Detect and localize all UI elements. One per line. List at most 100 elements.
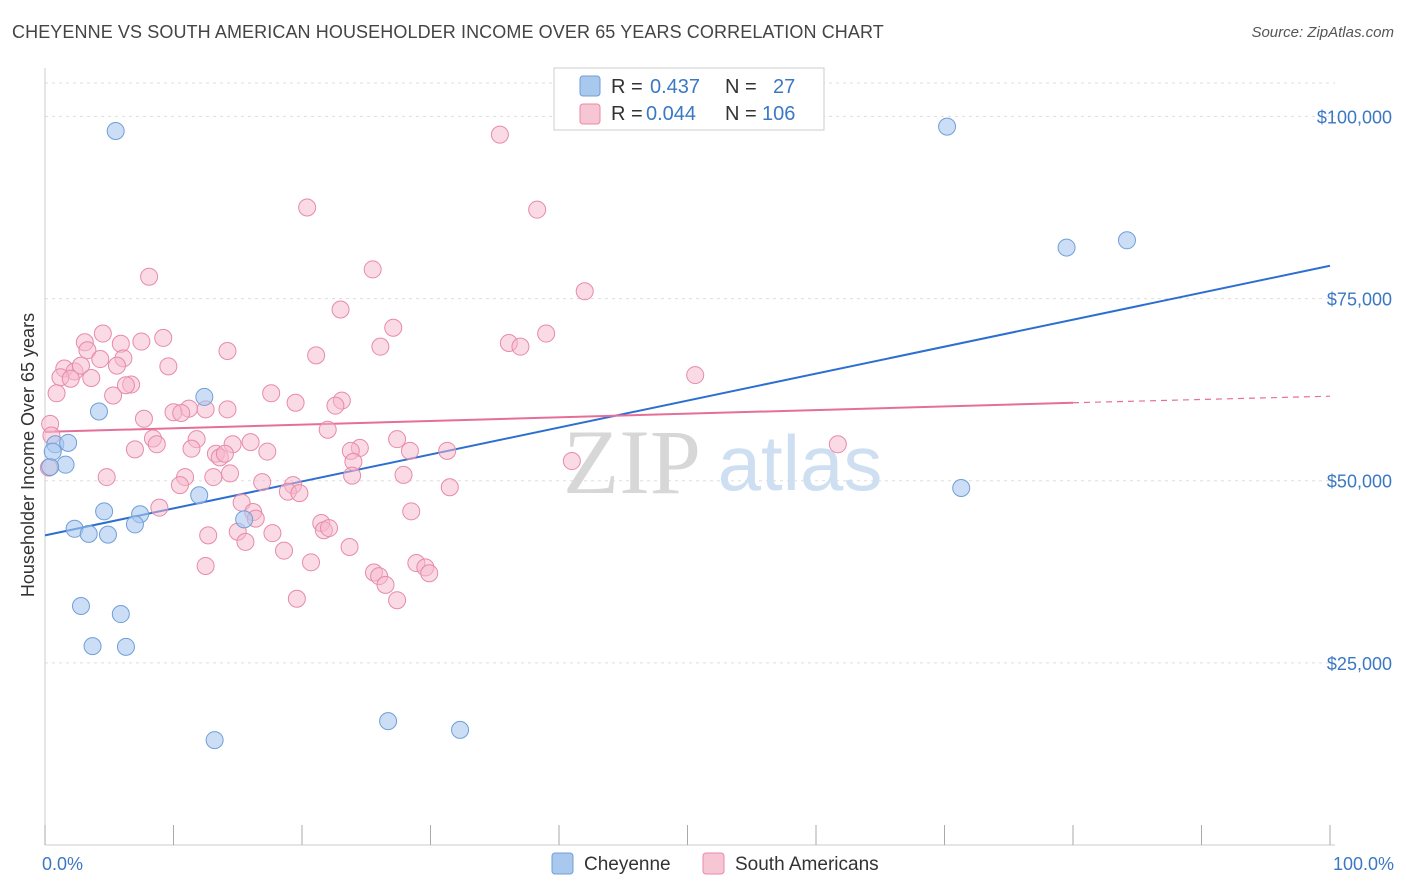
- south-americans-point: [400, 441, 419, 460]
- south-americans-point: [290, 484, 309, 503]
- south-americans-point: [828, 435, 847, 454]
- south-americans-point: [116, 376, 135, 395]
- y-tick-label: $100,000: [1317, 107, 1392, 127]
- bottom-legend-south-swatch: [702, 852, 725, 875]
- south-americans-point: [91, 350, 110, 369]
- south-americans-point: [204, 468, 223, 487]
- south-americans-point: [537, 324, 556, 343]
- south-americans-point: [221, 464, 240, 483]
- south-americans-point: [511, 337, 530, 356]
- watermark-atlas: atlas: [718, 419, 883, 507]
- south-americans-point: [384, 318, 403, 337]
- cheyenne-point: [1057, 238, 1076, 257]
- south-americans-point: [97, 468, 116, 487]
- cheyenne-point: [71, 597, 90, 616]
- south-americans-point: [154, 328, 173, 347]
- cheyenne-point: [89, 402, 108, 421]
- watermark: ZIP atlas: [563, 411, 882, 513]
- cheyenne-point: [1117, 231, 1136, 250]
- legend-south-r-label: R =: [611, 103, 643, 125]
- south-americans-point: [150, 498, 169, 517]
- legend-cheyenne-r-label: R =: [611, 76, 643, 98]
- cheyenne-point: [111, 605, 130, 624]
- axis-layer: $25,000 $50,000 $75,000 $100,000 0.0% 100.0%: [42, 68, 1394, 874]
- cheyenne-point: [190, 486, 209, 505]
- south-americans-point: [275, 541, 294, 560]
- watermark-zip: ZIP: [563, 411, 701, 513]
- south-americans-point: [82, 368, 101, 387]
- legend-south-r-value: 0.044: [646, 103, 696, 125]
- south-americans-point: [93, 324, 112, 343]
- south-americans-point: [71, 356, 90, 375]
- chart-source: Source: ZipAtlas.com: [1251, 24, 1394, 41]
- south-americans-point: [562, 452, 581, 471]
- south-americans-point: [78, 341, 97, 360]
- south-americans-point: [258, 442, 277, 461]
- cheyenne-point: [125, 515, 144, 534]
- legend-cheyenne-r-value: 0.437: [650, 76, 700, 98]
- south-americans-point: [253, 473, 272, 492]
- bottom-legend-cheyenne-label: Cheyenne: [584, 854, 671, 875]
- legend-south-n-label: N =: [725, 103, 757, 125]
- south-americans-point: [199, 526, 218, 545]
- south-americans-point: [159, 357, 178, 376]
- south-americans-point: [107, 356, 126, 375]
- south-americans-point: [263, 524, 282, 543]
- south-americans-point: [134, 409, 153, 428]
- x-tick-label-min: 0.0%: [42, 854, 83, 874]
- south-americans-point: [140, 267, 159, 286]
- cheyenne-point: [41, 457, 60, 476]
- south-americans-point: [287, 589, 306, 608]
- south-americans-point: [132, 332, 151, 351]
- south-americans-point: [307, 346, 326, 365]
- bottom-legend-cheyenne-swatch: [551, 852, 574, 875]
- south-americans-point: [170, 476, 189, 495]
- south-americans-point: [262, 384, 281, 403]
- south-americans-point: [388, 430, 407, 449]
- cheyenne-point: [952, 479, 971, 497]
- legend-cheyenne-n-value: 27: [773, 76, 795, 98]
- legend-box: R = 0.437 N = 27 R = 0.044 N = 106: [553, 67, 825, 131]
- y-tick-label: $50,000: [1327, 472, 1392, 492]
- south-americans-point: [241, 433, 260, 452]
- south-americans-point: [319, 519, 338, 538]
- cheyenne-point: [379, 712, 398, 731]
- south-americans-point: [147, 435, 166, 454]
- south-americans-point: [343, 466, 362, 485]
- cheyenne-point: [195, 387, 214, 406]
- cheyenne-point: [83, 637, 102, 656]
- south-americans-point: [61, 369, 80, 388]
- south-americans-point: [218, 342, 237, 361]
- cheyenne-point: [205, 731, 224, 750]
- south-americans-trend-extension: [1072, 395, 1331, 404]
- south-americans-point: [402, 502, 421, 521]
- y-tick-label: $25,000: [1327, 654, 1392, 674]
- legend-cheyenne-n-label: N =: [725, 76, 757, 98]
- south-americans-point: [490, 125, 509, 144]
- south-americans-point: [371, 337, 390, 356]
- south-americans-point: [125, 440, 144, 459]
- south-americans-point: [686, 366, 705, 385]
- south-americans-point: [172, 403, 191, 422]
- cheyenne-point: [56, 455, 75, 474]
- south-americans-point: [528, 200, 547, 219]
- cheyenne-point: [43, 442, 62, 461]
- cheyenne-point: [98, 525, 117, 544]
- south-americans-point: [104, 386, 123, 405]
- y-tick-label: $75,000: [1327, 290, 1392, 310]
- south-americans-point: [236, 532, 255, 551]
- points-layer: [39, 108, 1136, 750]
- south-americans-point: [420, 564, 439, 583]
- south-americans-point: [440, 478, 459, 497]
- south-americans-point: [218, 400, 237, 419]
- legend-south-n-value: 106: [762, 103, 795, 125]
- south-americans-point: [318, 420, 337, 439]
- south-americans-point: [438, 441, 457, 460]
- south-americans-trend-line: [44, 401, 1074, 433]
- south-americans-point: [388, 591, 407, 610]
- south-americans-point: [286, 393, 305, 412]
- cheyenne-point: [95, 502, 114, 521]
- cheyenne-point: [79, 524, 98, 543]
- south-americans-point: [298, 198, 317, 217]
